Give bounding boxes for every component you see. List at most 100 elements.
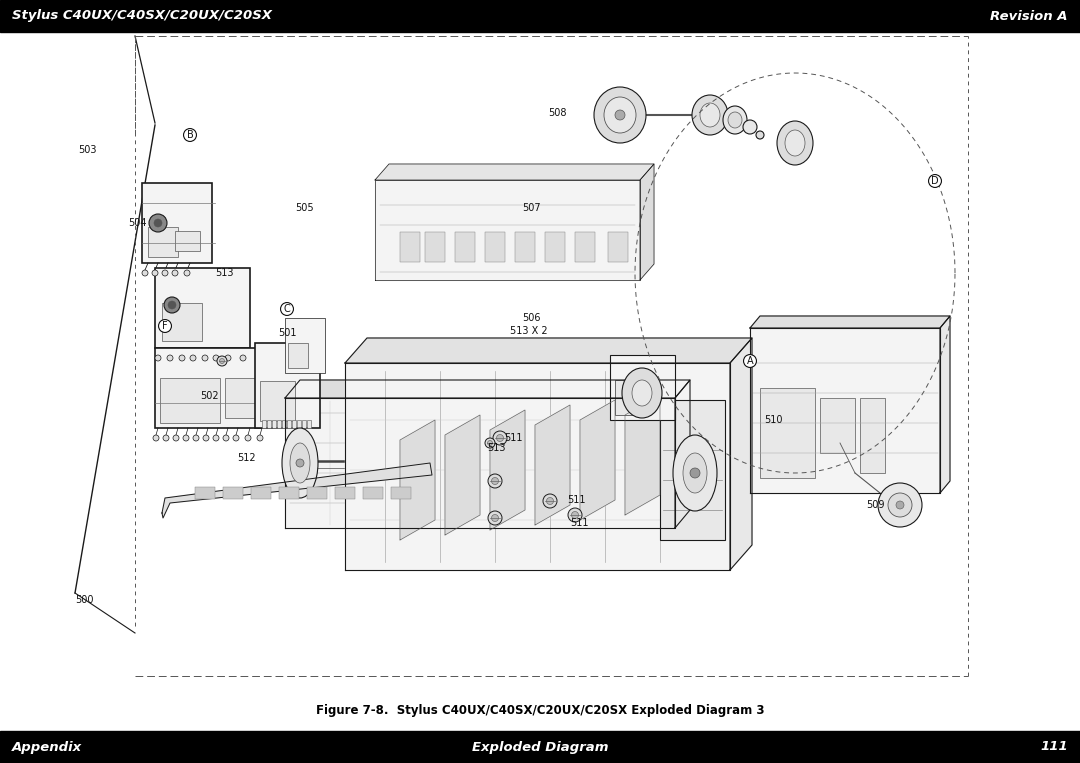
Bar bbox=[400, 232, 420, 262]
Text: 506: 506 bbox=[522, 313, 540, 323]
Circle shape bbox=[233, 435, 239, 441]
Bar bbox=[760, 388, 815, 478]
Bar bbox=[276, 420, 281, 428]
Ellipse shape bbox=[594, 87, 646, 143]
Bar bbox=[287, 420, 291, 428]
Circle shape bbox=[491, 478, 499, 485]
Circle shape bbox=[571, 511, 579, 519]
Polygon shape bbox=[0, 0, 1080, 32]
Circle shape bbox=[163, 435, 168, 441]
Circle shape bbox=[878, 483, 922, 527]
Polygon shape bbox=[375, 180, 640, 280]
Bar bbox=[575, 232, 595, 262]
Text: 510: 510 bbox=[764, 415, 783, 425]
Polygon shape bbox=[750, 316, 950, 328]
Ellipse shape bbox=[728, 112, 742, 128]
Bar bbox=[282, 420, 286, 428]
Bar bbox=[820, 398, 855, 453]
Bar bbox=[485, 232, 505, 262]
Polygon shape bbox=[580, 400, 615, 520]
Circle shape bbox=[743, 120, 757, 134]
Circle shape bbox=[179, 355, 185, 361]
Bar bbox=[292, 420, 296, 428]
Bar bbox=[660, 530, 690, 558]
Circle shape bbox=[245, 435, 251, 441]
Bar bbox=[860, 398, 885, 473]
Circle shape bbox=[213, 355, 219, 361]
Circle shape bbox=[168, 301, 176, 309]
Bar bbox=[222, 487, 243, 499]
Circle shape bbox=[225, 355, 231, 361]
Ellipse shape bbox=[777, 121, 813, 165]
Circle shape bbox=[203, 435, 210, 441]
Bar bbox=[615, 380, 650, 415]
Circle shape bbox=[213, 435, 219, 441]
Bar bbox=[267, 420, 271, 428]
Bar bbox=[175, 231, 200, 251]
Polygon shape bbox=[445, 415, 480, 535]
Text: 513 X 2: 513 X 2 bbox=[510, 326, 548, 336]
Text: 508: 508 bbox=[548, 108, 567, 118]
Bar bbox=[260, 381, 295, 421]
Circle shape bbox=[219, 359, 225, 363]
Circle shape bbox=[190, 355, 195, 361]
Bar bbox=[279, 487, 299, 499]
Bar bbox=[156, 348, 275, 428]
Bar bbox=[297, 420, 301, 428]
Circle shape bbox=[149, 214, 167, 232]
Polygon shape bbox=[535, 405, 570, 525]
Circle shape bbox=[164, 297, 180, 313]
Circle shape bbox=[497, 434, 503, 442]
Polygon shape bbox=[345, 338, 752, 363]
Bar bbox=[288, 343, 308, 368]
Text: 503: 503 bbox=[78, 145, 96, 155]
Bar bbox=[160, 378, 220, 423]
Ellipse shape bbox=[700, 103, 720, 127]
Bar bbox=[363, 487, 383, 499]
Ellipse shape bbox=[282, 428, 318, 498]
Bar bbox=[251, 487, 271, 499]
Polygon shape bbox=[162, 463, 432, 518]
Bar bbox=[660, 400, 725, 540]
Ellipse shape bbox=[785, 130, 805, 156]
Bar bbox=[335, 487, 355, 499]
Circle shape bbox=[152, 270, 158, 276]
Text: 512: 512 bbox=[237, 453, 256, 463]
Polygon shape bbox=[285, 380, 690, 398]
Text: 504: 504 bbox=[129, 218, 147, 228]
Polygon shape bbox=[730, 338, 752, 570]
Bar bbox=[162, 303, 202, 341]
Text: 507: 507 bbox=[522, 203, 541, 213]
Ellipse shape bbox=[683, 453, 707, 493]
Circle shape bbox=[888, 493, 912, 517]
Bar bbox=[141, 183, 212, 263]
Text: 509: 509 bbox=[866, 500, 885, 510]
Bar bbox=[307, 420, 311, 428]
Bar bbox=[225, 378, 255, 418]
Text: 502: 502 bbox=[200, 391, 218, 401]
Circle shape bbox=[543, 494, 557, 508]
Text: 111: 111 bbox=[1040, 741, 1068, 754]
Ellipse shape bbox=[632, 380, 652, 406]
Bar bbox=[515, 232, 535, 262]
Ellipse shape bbox=[723, 106, 747, 134]
Text: Revision A: Revision A bbox=[990, 9, 1068, 22]
Circle shape bbox=[167, 355, 173, 361]
Ellipse shape bbox=[692, 95, 728, 135]
Text: Appendix: Appendix bbox=[12, 741, 82, 754]
Circle shape bbox=[546, 497, 554, 504]
Bar bbox=[426, 232, 445, 262]
Circle shape bbox=[488, 474, 502, 488]
Circle shape bbox=[184, 270, 190, 276]
Text: 513: 513 bbox=[487, 443, 505, 453]
Bar bbox=[255, 343, 320, 428]
Circle shape bbox=[222, 435, 229, 441]
Bar bbox=[545, 232, 565, 262]
Text: Exploded Diagram: Exploded Diagram bbox=[472, 741, 608, 754]
Bar bbox=[608, 232, 627, 262]
Text: 505: 505 bbox=[295, 203, 313, 213]
Circle shape bbox=[217, 356, 227, 366]
Bar bbox=[156, 268, 249, 348]
Text: D: D bbox=[931, 176, 939, 186]
Circle shape bbox=[240, 355, 246, 361]
